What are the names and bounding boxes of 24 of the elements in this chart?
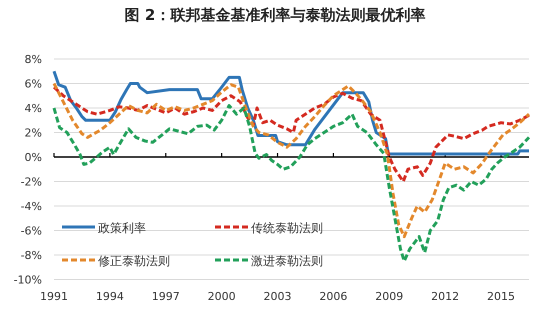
x-tick-label: 2003 <box>264 290 292 303</box>
x-tick-label: 1997 <box>152 290 180 303</box>
y-tick-label: 0% <box>24 151 42 164</box>
legend-label: 修正泰勒法则 <box>98 254 170 268</box>
legend-label: 激进泰勒法则 <box>251 254 323 268</box>
legend-label: 传统泰勒法则 <box>251 221 323 235</box>
x-tick-label: 2012 <box>431 290 460 303</box>
y-tick-label: 2% <box>24 126 42 140</box>
chart-title: 图 2：联邦基金基准利率与泰勒法则最优利率 <box>124 6 426 24</box>
y-tick-label: -6% <box>20 224 42 238</box>
legend-label: 政策利率 <box>98 221 146 235</box>
x-tick-label: 1994 <box>96 290 124 303</box>
x-tick-label: 2015 <box>487 290 516 303</box>
x-tick-label: 1991 <box>40 290 68 303</box>
x-tick-label: 2006 <box>319 290 348 303</box>
y-tick-label: -2% <box>20 176 42 188</box>
y-tick-label: -4% <box>20 200 42 213</box>
x-tick-label: 2000 <box>208 290 236 303</box>
x-tick-label: 2009 <box>375 290 404 303</box>
y-tick-label: 4% <box>24 102 42 115</box>
y-tick-label: 8% <box>24 53 42 66</box>
y-tick-label: 6% <box>24 78 42 90</box>
y-tick-label: -8% <box>20 249 42 262</box>
y-tick-label: -10% <box>14 274 42 286</box>
